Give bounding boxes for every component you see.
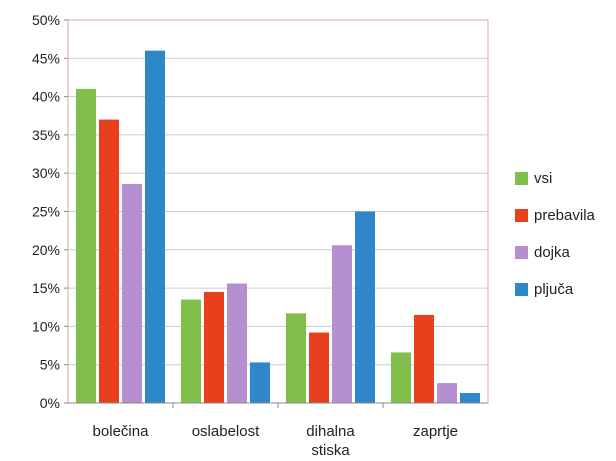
bar xyxy=(227,283,247,403)
y-tick-label: 45% xyxy=(32,50,60,66)
y-tick-label: 0% xyxy=(40,395,60,411)
bar xyxy=(332,245,352,403)
y-tick-label: 10% xyxy=(32,318,60,334)
bar xyxy=(286,313,306,403)
bar xyxy=(76,88,96,403)
y-tick-label: 25% xyxy=(32,204,60,220)
legend-swatch xyxy=(515,283,528,296)
bar xyxy=(460,393,480,403)
bars xyxy=(76,50,480,403)
legend-label: prebavila xyxy=(534,207,596,224)
y-tick-label: 15% xyxy=(32,280,60,296)
x-tick-label: zaprtje xyxy=(413,423,458,440)
bar xyxy=(309,332,329,403)
y-tick-label: 35% xyxy=(32,127,60,143)
y-tick-label: 50% xyxy=(32,12,60,28)
x-tick-label: dihalna stiska xyxy=(306,423,355,459)
y-tick-label: 40% xyxy=(32,89,60,105)
y-tick-label: 20% xyxy=(32,242,60,258)
x-tick-label: oslabelost xyxy=(192,423,260,440)
bar xyxy=(204,291,224,403)
y-tick-label: 5% xyxy=(40,357,60,373)
bar xyxy=(355,211,375,403)
legend-swatch xyxy=(515,209,528,222)
bar xyxy=(437,383,457,403)
legend-label: dojka xyxy=(534,244,571,261)
legend-swatch xyxy=(515,172,528,185)
legend-label: pljuča xyxy=(534,281,574,298)
bar xyxy=(122,183,142,403)
x-axis-ticks: bolečina oslabelost dihalna stiska zaprtje xyxy=(93,403,458,459)
legend: vsi prebavila dojka pljuča xyxy=(515,170,596,298)
bar xyxy=(181,299,201,403)
bar xyxy=(145,50,165,403)
bar xyxy=(250,362,270,403)
y-tick-label: 30% xyxy=(32,165,60,181)
bar xyxy=(391,352,411,403)
bar xyxy=(414,314,434,403)
legend-label: vsi xyxy=(534,170,552,187)
y-axis-ticks: 0% 5% 10% 15% 20% 25% 30% 35% 40% 45% 50% xyxy=(32,12,68,411)
x-tick-label: bolečina xyxy=(93,423,150,440)
bar xyxy=(99,119,119,403)
legend-swatch xyxy=(515,246,528,259)
